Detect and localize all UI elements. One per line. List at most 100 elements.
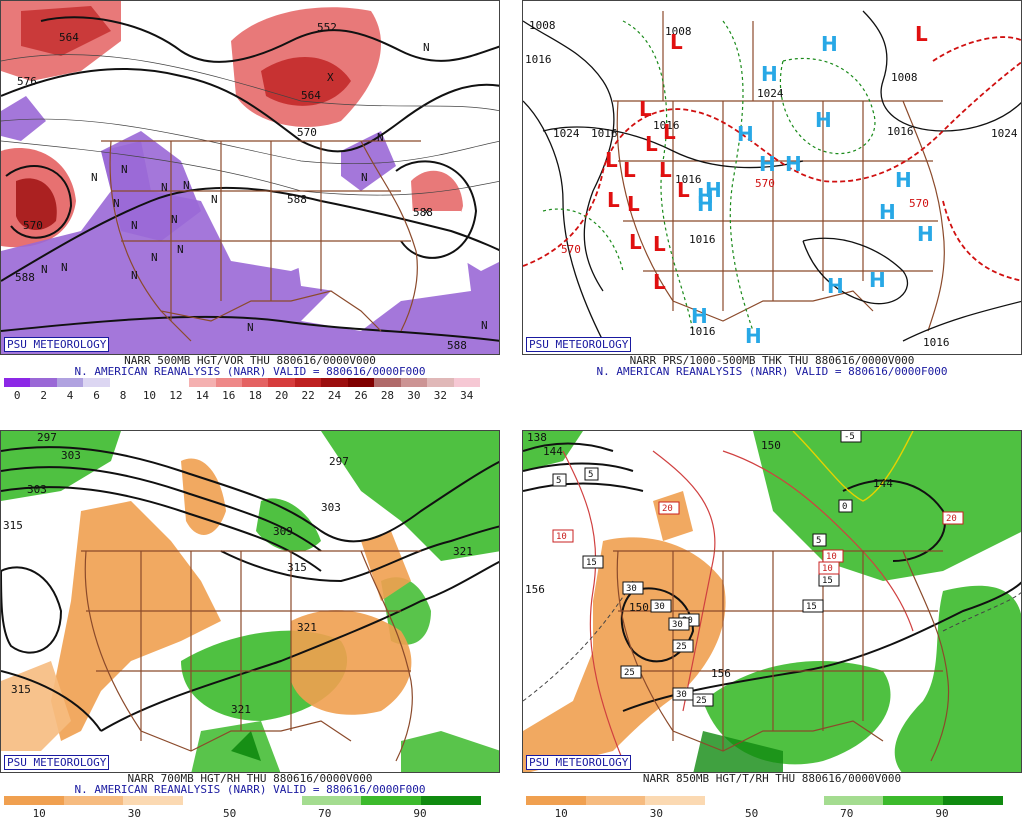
colorbar-tick-label: 26 [354, 389, 368, 402]
colorbar-segment [764, 796, 824, 805]
high-pressure-marker: H [785, 152, 802, 176]
thickness-label: 570 [561, 243, 581, 256]
vorticity-min-marker: N [247, 321, 254, 334]
colorbar-segment [4, 378, 31, 387]
contour-label: 570 [297, 126, 317, 139]
temperature-label: 5 [588, 470, 593, 480]
contour-label: 588 [15, 271, 35, 284]
dry-area [181, 458, 226, 535]
temperature-contours [562, 450, 914, 762]
temperature-label-box [658, 501, 680, 515]
vorticity-min-marker: N [481, 319, 488, 332]
humid-area [401, 731, 499, 772]
panel-title: NARR PRS/1000-500MB THK THU 880616/0000V… [629, 354, 915, 367]
colorbar-tick-label: 24 [327, 389, 342, 402]
colorbar-segment [4, 796, 64, 805]
colorbar-segment [361, 796, 421, 805]
colorbar-segment [704, 796, 765, 805]
political-boundaries [613, 11, 945, 332]
psu-meteorology-badge: PSU METEOROLOGY [4, 755, 110, 770]
vorticity-min-marker: N [41, 263, 48, 276]
high-pressure-marker: H [761, 62, 778, 86]
contour-label: 564 [301, 89, 321, 102]
low-pressure-marker: L [639, 97, 652, 121]
contour-label: 303 [321, 501, 341, 514]
vorticity-min-marker: N [131, 219, 138, 232]
contour-label: 150 [761, 439, 781, 452]
isobar-label: 1016 [675, 173, 702, 186]
low-pressure-marker: L [659, 158, 672, 182]
psu-meteorology-badge: PSU METEOROLOGY [526, 755, 632, 770]
isobar-label: 1016 [689, 233, 716, 246]
negative-vorticity-area [101, 131, 201, 241]
contour-label: 144 [873, 477, 893, 490]
colorbar-segment [942, 796, 1003, 805]
colorbar-tick-label: 30 [127, 807, 142, 820]
temperature-label-box [838, 499, 853, 513]
dry-area [1, 661, 71, 751]
high-pressure-marker: H [759, 152, 776, 176]
isobar-label: 1008 [529, 19, 556, 32]
humid-area [703, 661, 891, 765]
temperature-label-box [672, 639, 694, 653]
isobar-label: 1016 [591, 127, 618, 140]
contour-label: 588 [447, 339, 467, 352]
colorbar-segment [162, 378, 190, 387]
thickness-label: 570 [909, 197, 929, 210]
isobar-label: 1024 [757, 87, 784, 100]
psu-meteorology-badge: PSU METEOROLOGY [4, 337, 110, 352]
low-pressure-marker: L [629, 230, 642, 254]
vorticity-min-marker: N [423, 41, 430, 54]
panel-500mb-vorticity: 564 552 576 588 588 588 570 588 570 564 … [0, 0, 500, 402]
temperature-label: 30 [676, 690, 687, 700]
temperature-label-box [620, 665, 642, 679]
map-svg-850mb: 138 144 150 144 156 150 156 5 5 5 15 15 15 20 2… [523, 431, 1021, 772]
colorbar-ticks: 10 30 50 70 90 [4, 807, 480, 820]
isobar-label: 1008 [665, 25, 692, 38]
panel-850mb-temperature: 138 144 150 144 156 150 156 5 5 5 15 15 15 20 2… [522, 418, 1022, 820]
high-pressure-marker: H [705, 178, 722, 202]
temperature-label: 0 [842, 502, 847, 512]
colorbar-tick-label: 0 [13, 389, 21, 402]
contour-label: 576 [17, 75, 37, 88]
colorbar-tick-label: 30 [407, 389, 421, 402]
positive-vorticity-area [16, 178, 57, 231]
colorbar-tick-label: 50 [222, 807, 237, 820]
colorbar-tick-label: 2 [40, 389, 47, 402]
colorbar-segment [109, 378, 137, 387]
colorbar [526, 796, 1003, 805]
colorbar-tick-label: 34 [460, 389, 474, 402]
panel-valid-line: N. AMERICAN REANALYSIS (NARR) VALID = 88… [74, 365, 426, 378]
high-pressure-marker: H [737, 122, 754, 146]
panel-valid-line: N. AMERICAN REANALYSIS (NARR) VALID = 88… [596, 365, 948, 378]
temperature-label: 15 [586, 558, 597, 568]
panel-valid-line: N. AMERICAN REANALYSIS (NARR) VALID = 88… [74, 783, 426, 796]
dashed-contours [523, 580, 1021, 702]
colorbar [4, 796, 481, 805]
temperature-label-box [812, 533, 827, 547]
isobar-label: 1024 [991, 127, 1018, 140]
contour-label: 321 [297, 621, 317, 634]
vorticity-min-marker: N [161, 181, 168, 194]
colorbar-segment [136, 378, 164, 387]
vorticity-min-marker: N [211, 193, 218, 206]
temperature-label: 25 [696, 696, 707, 706]
contour-label: 564 [59, 31, 79, 44]
humid-area [523, 431, 583, 471]
map-700mb-rh: 297 303 303 315 297 303 309 315 321 321 … [0, 430, 500, 773]
colorbar-segment [420, 796, 481, 805]
temperature-label: 10 [826, 552, 837, 562]
dry-area [291, 610, 412, 715]
vorticity-min-marker: N [121, 163, 128, 176]
vorticity-min-marker: N [91, 171, 98, 184]
low-pressure-marker: L [645, 132, 658, 156]
contour-label: 588 [287, 193, 307, 206]
colorbar-segment [242, 378, 269, 387]
low-pressure-marker: L [663, 120, 676, 144]
colorbar-segment [400, 378, 428, 387]
contour-label: 315 [11, 683, 31, 696]
low-pressure-marker: L [623, 158, 636, 182]
contour-label: 138 [527, 431, 547, 444]
temperature-label: 5 [816, 536, 821, 546]
colorbar-segment [242, 796, 302, 805]
